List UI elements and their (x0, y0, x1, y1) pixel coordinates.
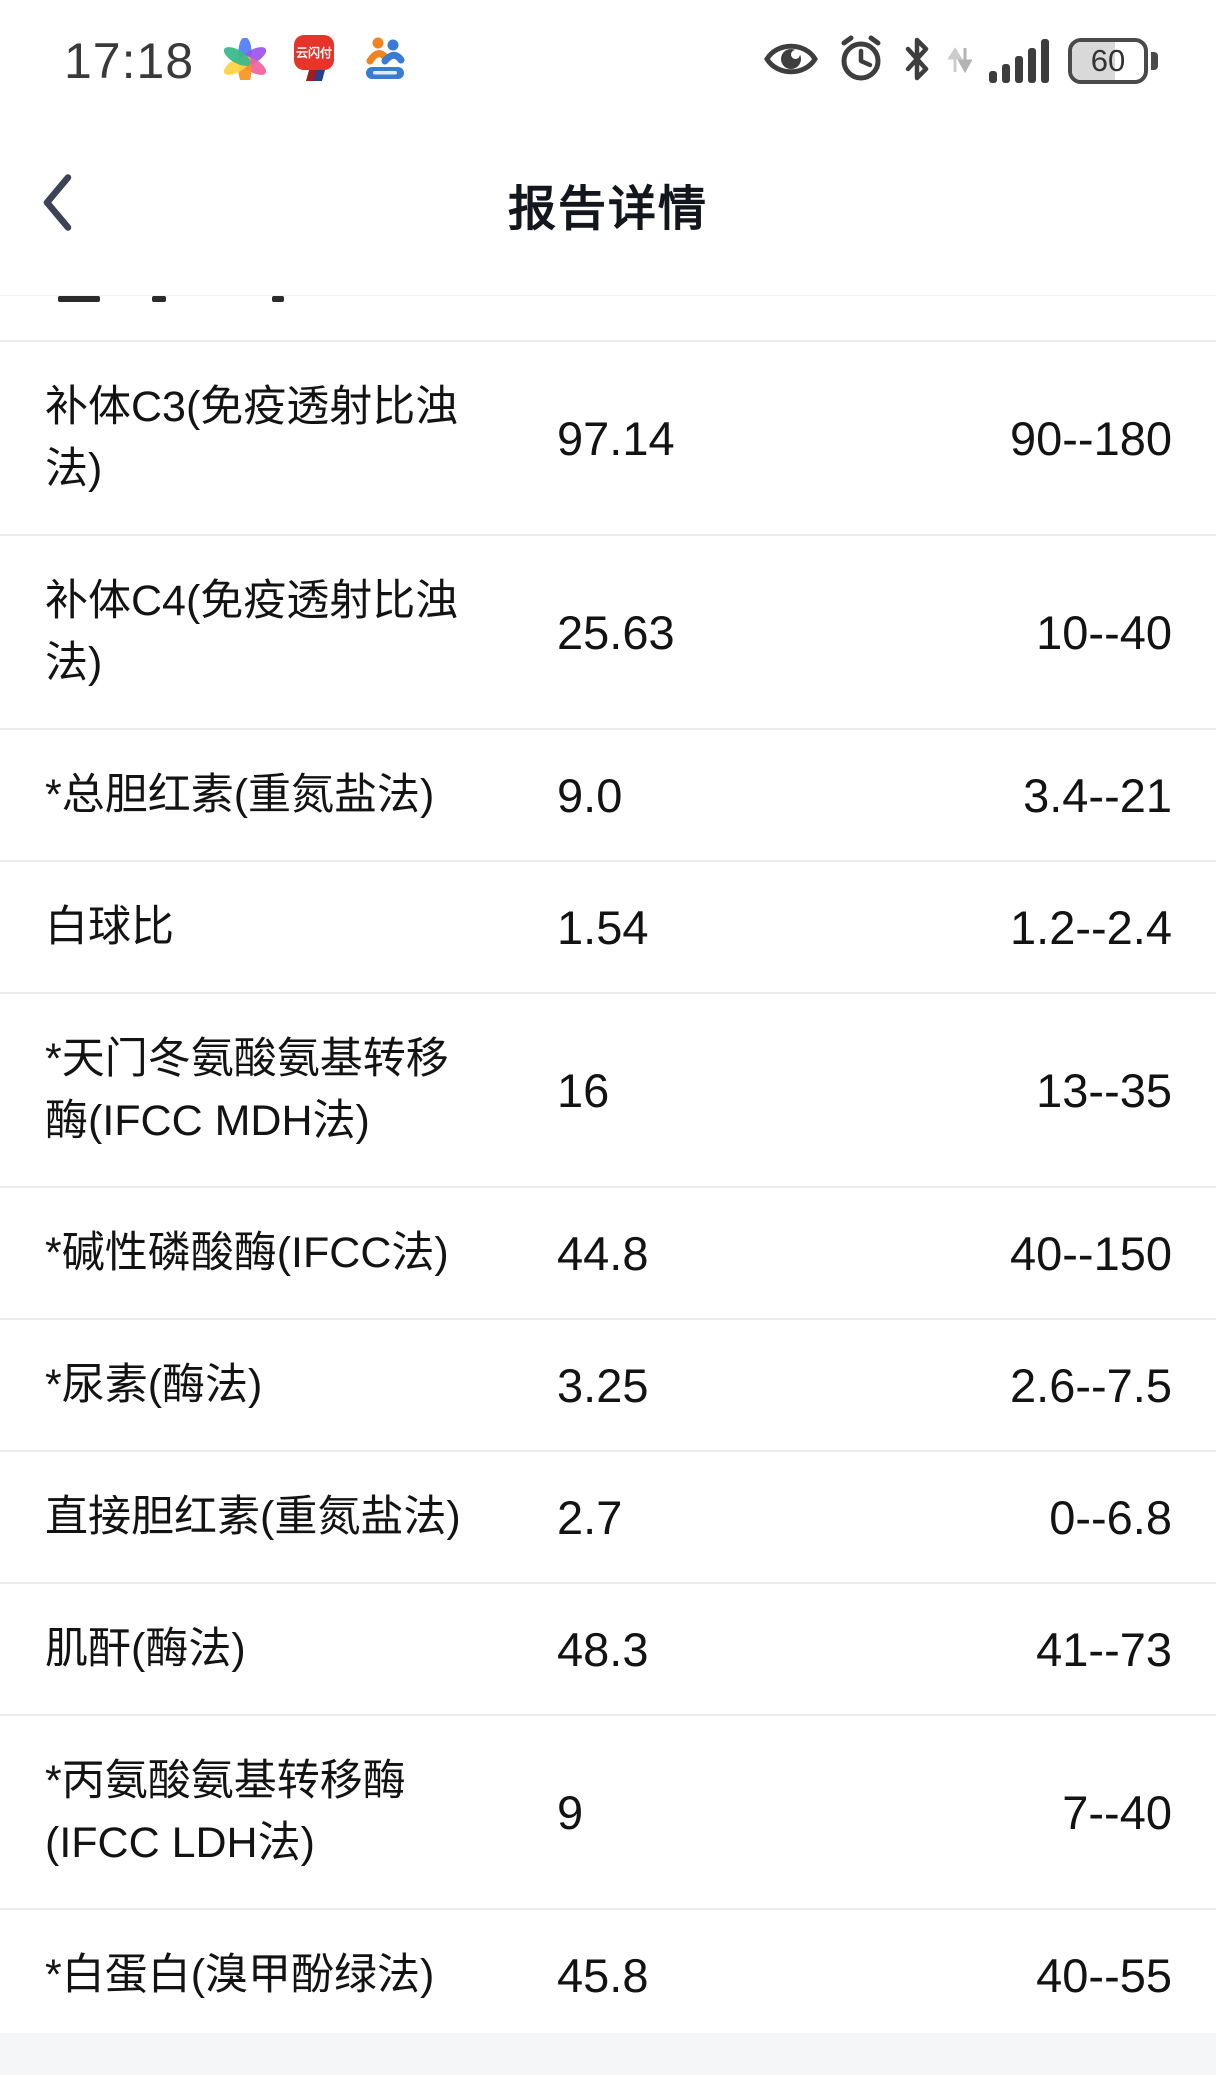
table-row: 肌酐(酶法) 48.3 41--73 (0, 1584, 1216, 1716)
signal-strength-icon (989, 35, 1051, 88)
test-item-name: *总胆红素(重氮盐法) (45, 771, 435, 819)
unionpay-icon: 云闪付 (292, 34, 336, 89)
table-row: *天门冬氨酸氨基转移 酶(IFCC MDH法) 16 13--35 (0, 994, 1216, 1188)
table-row: *尿素(酶法) 3.25 2.6--7.5 (0, 1320, 1216, 1452)
test-item-name: *碱性磷酸酶(IFCC法) (45, 1229, 449, 1277)
test-result-value: 44.8 (557, 1226, 649, 1280)
clipped-text-fragment (58, 296, 100, 302)
test-item-name: 补体C4(免疫透射比浊 法) (45, 577, 459, 687)
test-reference-range: 41--73 (1036, 1622, 1172, 1676)
table-row: *白蛋白(溴甲酚绿法) 45.8 40--55 (0, 1910, 1216, 2042)
clipped-scrolled-row (0, 295, 1216, 342)
nav-header: 报告详情 (0, 112, 1216, 295)
bottom-gray-strip (0, 2033, 1216, 2075)
table-row: 补体C4(免疫透射比浊 法) 25.63 10--40 (0, 536, 1216, 730)
alarm-clock-icon (836, 34, 886, 89)
health-people-icon (362, 34, 408, 89)
chevron-left-icon (43, 173, 72, 231)
test-result-value: 97.14 (557, 411, 675, 465)
table-row: *丙氨酸氨基转移酶 (IFCC LDH法) 9 7--40 (0, 1716, 1216, 1910)
test-reference-range: 40--55 (1036, 1948, 1172, 2002)
test-result-value: 2.7 (557, 1490, 623, 1544)
test-reference-range: 3.4--21 (1023, 768, 1172, 822)
page-title: 报告详情 (507, 182, 708, 236)
table-row: 直接胆红素(重氮盐法) 2.7 0--6.8 (0, 1452, 1216, 1584)
clipped-text-fragment (272, 296, 284, 302)
battery-icon: 60 (1068, 38, 1148, 84)
clipped-text-fragment (152, 296, 166, 302)
test-result-value: 3.25 (557, 1358, 649, 1412)
battery-nub (1151, 52, 1158, 70)
test-item-name: 白球比 (45, 903, 174, 951)
notification-icons: 云闪付 (223, 34, 408, 89)
test-item-name: *白蛋白(溴甲酚绿法) (45, 1951, 435, 1999)
test-result-value: 45.8 (557, 1948, 649, 2002)
test-reference-range: 2.6--7.5 (1010, 1358, 1172, 1412)
gallery-star-icon (223, 36, 267, 85)
battery-percent: 60 (1090, 43, 1126, 78)
test-reference-range: 13--35 (1036, 1063, 1172, 1117)
test-result-value: 16 (557, 1063, 610, 1117)
table-row: *总胆红素(重氮盐法) 9.0 3.4--21 (0, 730, 1216, 862)
battery-fill (1072, 42, 1116, 80)
test-reference-range: 10--40 (1036, 605, 1172, 659)
test-reference-range: 0--6.8 (1049, 1490, 1172, 1544)
table-row: *碱性磷酸酶(IFCC法) 44.8 40--150 (0, 1188, 1216, 1320)
status-bar: 17:18 云闪付 (0, 0, 1216, 112)
test-item-name: 肌酐(酶法) (45, 1625, 246, 1673)
test-item-name: *丙氨酸氨基转移酶 (IFCC LDH法) (45, 1757, 406, 1867)
test-reference-range: 7--40 (1062, 1785, 1172, 1839)
back-button[interactable] (28, 161, 86, 246)
test-result-value: 1.54 (557, 900, 649, 954)
table-row: 白球比 1.54 1.2--2.4 (0, 862, 1216, 994)
test-result-value: 25.63 (557, 605, 675, 659)
battery-indicator: 60 (1068, 38, 1158, 84)
test-item-name: *尿素(酶法) (45, 1361, 263, 1409)
network-arrows-icon (947, 42, 973, 81)
test-result-value: 9.0 (557, 768, 623, 822)
test-reference-range: 90--180 (1010, 411, 1172, 465)
clock-time: 17:18 (64, 33, 195, 89)
table-row: 补体C3(免疫透射比浊 法) 97.14 90--180 (0, 342, 1216, 536)
bluetooth-icon (903, 35, 931, 88)
eye-protection-icon (763, 38, 819, 85)
system-status-icons: 60 (763, 34, 1158, 89)
svg-text:云闪付: 云闪付 (296, 45, 332, 60)
test-reference-range: 40--150 (1010, 1226, 1172, 1280)
test-result-value: 48.3 (557, 1622, 649, 1676)
report-result-list[interactable]: 补体C3(免疫透射比浊 法) 97.14 90--180 补体C4(免疫透射比浊… (0, 295, 1216, 2042)
test-item-name: 直接胆红素(重氮盐法) (45, 1493, 461, 1541)
test-reference-range: 1.2--2.4 (1010, 900, 1172, 954)
test-result-value: 9 (557, 1785, 584, 1839)
test-item-name: 补体C3(免疫透射比浊 法) (45, 383, 459, 493)
test-item-name: *天门冬氨酸氨基转移 酶(IFCC MDH法) (45, 1035, 449, 1145)
